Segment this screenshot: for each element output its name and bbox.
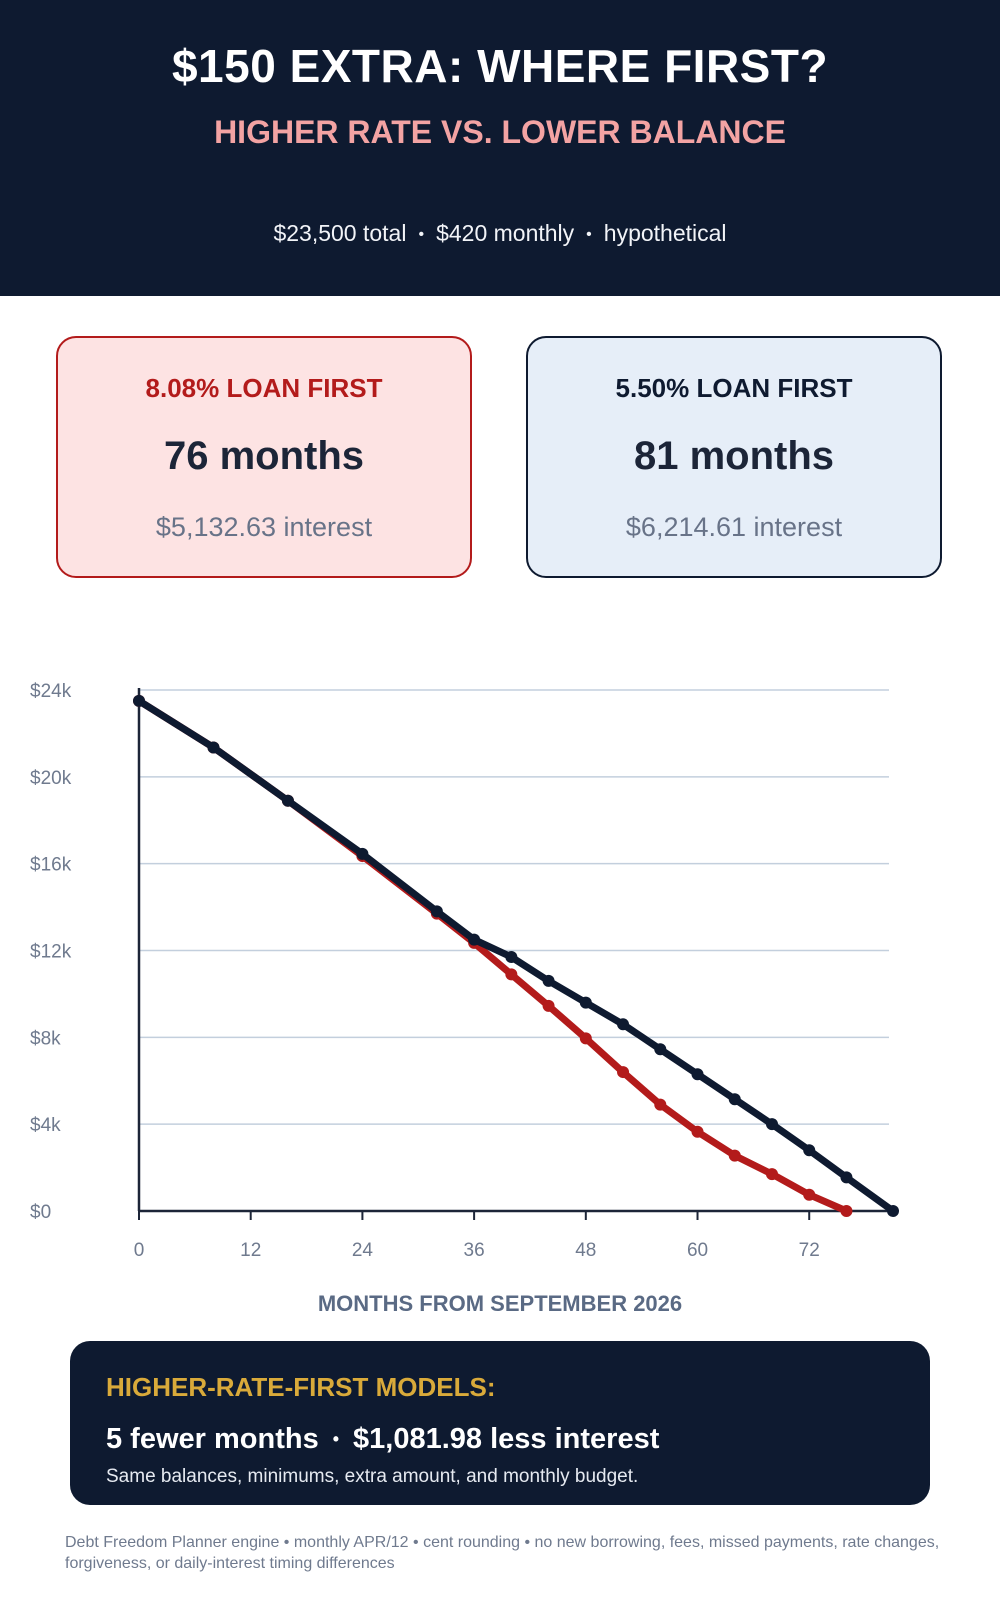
data-point — [803, 1188, 816, 1201]
meta-hypothetical: hypothetical — [603, 220, 727, 246]
page-subtitle: HIGHER RATE VS. LOWER BALANCE — [214, 114, 786, 150]
data-point — [728, 1093, 741, 1106]
data-point — [356, 847, 369, 860]
card-months: 76 months — [163, 434, 365, 478]
data-point — [617, 1066, 630, 1079]
x-tick-label: 0 — [134, 1240, 145, 1261]
summary-separator: • — [332, 1429, 340, 1449]
summary-heading: HIGHER-RATE-FIRST MODELS: — [106, 1372, 496, 1402]
data-point — [840, 1205, 853, 1217]
data-point — [505, 951, 518, 964]
meta-line: $23,500 total • $420 monthly • hypothetical — [0, 218, 1000, 250]
data-point — [654, 1098, 667, 1111]
data-point — [542, 974, 555, 987]
data-point — [468, 933, 481, 946]
x-tick-label: 36 — [464, 1240, 485, 1261]
summary-note: Same balances, minimums, extra amount, a… — [106, 1466, 639, 1487]
x-tick-label: 24 — [352, 1240, 374, 1261]
result-card-high-rate: 8.08% LOAN FIRST 76 months $5,132.63 int… — [56, 336, 472, 578]
summary-months-saved: 5 fewer months — [106, 1423, 319, 1455]
meta-total: $23,500 total — [273, 220, 407, 246]
balance-line-chart: $0 $4k $8k $12k $16k $20k $24k 0 12 24 36 48 60 72 — [30, 681, 899, 1261]
y-tick-label: $0 — [30, 1202, 51, 1223]
data-point — [617, 1018, 630, 1031]
meta-separator: • — [586, 226, 592, 243]
card-interest: $5,132.63 interest — [155, 512, 373, 542]
data-point — [133, 694, 145, 707]
x-tick-label: 12 — [240, 1240, 261, 1261]
y-tick-label: $12k — [30, 942, 72, 963]
data-point — [728, 1149, 741, 1162]
x-tick-label: 48 — [575, 1240, 596, 1261]
data-point — [281, 794, 294, 807]
data-point — [691, 1068, 704, 1081]
data-point — [505, 968, 518, 981]
result-card-low-balance: 5.50% LOAN FIRST 81 months $6,214.61 int… — [526, 336, 942, 578]
meta-separator: • — [418, 226, 425, 243]
footnote: Debt Freedom Planner engine • monthly AP… — [65, 1534, 940, 1572]
data-point — [207, 741, 220, 754]
card-interest: $6,214.61 interest — [625, 512, 843, 542]
data-point — [579, 1032, 592, 1045]
data-point — [542, 999, 555, 1012]
data-point — [691, 1125, 704, 1138]
y-tick-label: $24k — [30, 681, 72, 702]
data-point — [654, 1043, 667, 1056]
x-tick-label: 60 — [687, 1240, 708, 1261]
card-label: 5.50% LOAN FIRST — [615, 373, 853, 403]
page-title: $150 EXTRA: WHERE FIRST? — [171, 40, 829, 92]
y-tick-label: $20k — [30, 768, 72, 789]
x-axis-title: MONTHS FROM SEPTEMBER 2026 — [317, 1291, 683, 1316]
x-tick-label: 72 — [799, 1240, 820, 1261]
data-point — [887, 1205, 899, 1217]
data-point — [765, 1118, 778, 1131]
card-label: 8.08% LOAN FIRST — [145, 373, 383, 403]
data-point — [430, 905, 443, 918]
data-point — [803, 1144, 816, 1157]
data-point — [765, 1168, 778, 1181]
data-point — [840, 1171, 853, 1184]
y-tick-label: $4k — [30, 1115, 61, 1136]
summary-interest-saved: $1,081.98 less interest — [353, 1423, 660, 1455]
y-tick-label: $16k — [30, 855, 72, 876]
card-months: 81 months — [633, 434, 835, 478]
summary-result: 5 fewer months • $1,081.98 less interest — [106, 1421, 659, 1457]
header-banner: $150 EXTRA: WHERE FIRST? HIGHER RATE VS.… — [0, 0, 1000, 296]
summary-panel: HIGHER-RATE-FIRST MODELS: 5 fewer months… — [70, 1341, 930, 1505]
y-tick-label: $8k — [30, 1028, 61, 1049]
data-point — [579, 996, 592, 1009]
meta-monthly: $420 monthly — [436, 220, 575, 246]
